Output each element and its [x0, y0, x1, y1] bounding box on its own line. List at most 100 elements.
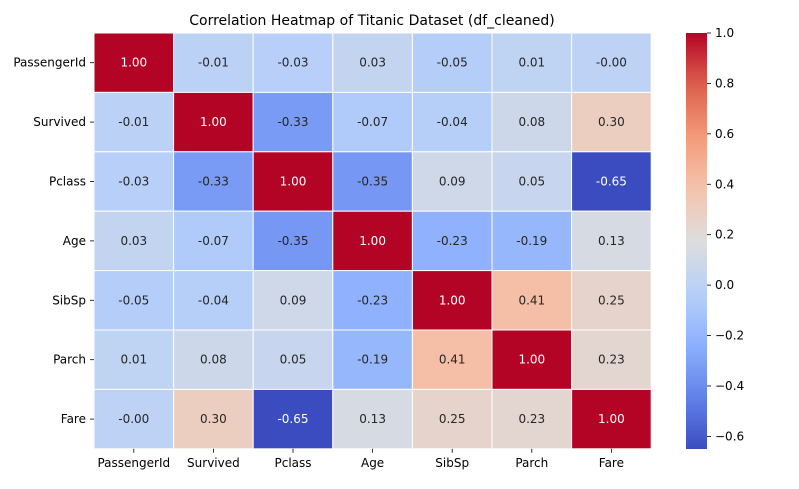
- heatmap-cell-label: 0.01: [518, 56, 545, 70]
- y-tick-label: Pclass: [49, 175, 86, 189]
- heatmap-cell: [252, 329, 334, 390]
- heatmap-cell-label: -0.19: [357, 353, 388, 367]
- heatmap-cell: [491, 32, 573, 93]
- heatmap-cell-label: 0.30: [200, 412, 227, 426]
- heatmap-cell: [411, 388, 493, 450]
- heatmap-cell-label: 1.00: [120, 56, 147, 70]
- heatmap-cell: [93, 210, 175, 272]
- heatmap-cell: [411, 91, 493, 153]
- heatmap-cell-label: 0.23: [598, 353, 625, 367]
- heatmap-cell: [332, 151, 413, 212]
- y-tick-label: Survived: [33, 115, 86, 129]
- heatmap-cell-label: -0.03: [277, 56, 308, 70]
- heatmap-cell-label: -0.23: [437, 234, 468, 248]
- heatmap-cell-label: 0.08: [518, 115, 545, 129]
- heatmap-cell-label: -0.04: [198, 293, 229, 307]
- heatmap-cell-label: -0.35: [357, 175, 388, 189]
- colorbar-tick-label: 1.0: [715, 26, 734, 40]
- heatmap-cell: [411, 151, 493, 212]
- x-tick-label: Fare: [599, 456, 624, 470]
- heatmap-cell-label: -0.35: [277, 234, 308, 248]
- heatmap-cell: [332, 32, 413, 93]
- heatmap-cell: [173, 329, 254, 390]
- x-tick-label: SibSp: [435, 456, 469, 470]
- heatmap-cell: [571, 151, 652, 212]
- heatmap-cell-label: -0.05: [118, 293, 149, 307]
- heatmap-cell-label: 0.25: [598, 293, 625, 307]
- heatmap-cell: [173, 151, 254, 212]
- colorbar-tick-label: 0.4: [715, 177, 734, 191]
- heatmap-cell: [571, 91, 652, 153]
- heatmap-cell-label: -0.33: [198, 175, 229, 189]
- y-tick-labels: PassengerId Survived Pclass Age SibSp Parch Fa…: [13, 56, 94, 426]
- y-tick-label: Age: [63, 234, 86, 248]
- heatmap-cell-label: -0.01: [118, 115, 149, 129]
- heatmap-cell-label: 0.08: [200, 353, 227, 367]
- heatmap-cell: [571, 210, 652, 272]
- heatmap-cell-label: 0.09: [439, 175, 466, 189]
- heatmap-cell: [93, 32, 175, 93]
- heatmap-cell: [332, 388, 413, 450]
- heatmap-cell-label: 0.03: [120, 234, 147, 248]
- heatmap-cell-label: 0.05: [518, 175, 545, 189]
- heatmap-cell: [173, 210, 254, 272]
- heatmap-cell: [252, 270, 334, 331]
- heatmap-cell-label: -0.00: [118, 412, 149, 426]
- colorbar-tick-label: 0.6: [715, 127, 734, 141]
- colorbar-tick-label: −0.6: [715, 429, 744, 443]
- heatmap-cell-label: -0.19: [516, 234, 547, 248]
- heatmap-cell: [332, 329, 413, 390]
- heatmap-cells: 1.00 -0.01 -0.03 0.03 -0.05 0.01 -0.00 -0.01 1.0…: [93, 32, 652, 450]
- heatmap-cell-label: 0.09: [280, 293, 307, 307]
- colorbar-tick-label: −0.4: [715, 379, 744, 393]
- colorbar-ticks: 1.0 0.8 0.6 0.4 0.2 0.0 −0.2 −0.4 −0.6: [707, 26, 744, 443]
- heatmap-cell-label: 0.01: [120, 353, 147, 367]
- heatmap-cell: [173, 32, 254, 93]
- x-tick-label: Pclass: [274, 456, 311, 470]
- heatmap-cell: [411, 329, 493, 390]
- heatmap-cell-label: -0.01: [198, 56, 229, 70]
- heatmap-cell-label: 0.23: [518, 412, 545, 426]
- x-tick-label: Survived: [187, 456, 240, 470]
- y-tick-label: Parch: [53, 353, 86, 367]
- colorbar-tick-label: 0.2: [715, 228, 734, 242]
- heatmap-cell-label: 0.05: [280, 353, 307, 367]
- heatmap-cell-label: 0.25: [439, 412, 466, 426]
- heatmap-cell: [93, 270, 175, 331]
- heatmap-cell-label: -0.65: [277, 412, 308, 426]
- heatmap-cell: [252, 388, 334, 450]
- heatmap-cell: [252, 91, 334, 153]
- heatmap-cell: [252, 151, 334, 212]
- colorbar-tick-label: 0.8: [715, 76, 734, 90]
- x-tick-label: Age: [361, 456, 384, 470]
- colorbar-tick-label: −0.2: [715, 329, 744, 343]
- heatmap-cell-label: -0.23: [357, 293, 388, 307]
- heatmap-cell-label: 1.00: [439, 293, 466, 307]
- y-tick-label: SibSp: [52, 293, 86, 307]
- heatmap-cell-label: 0.41: [518, 293, 545, 307]
- heatmap-cell-label: -0.65: [596, 175, 627, 189]
- y-tick-label: Fare: [61, 412, 86, 426]
- heatmap-cell-label: -0.07: [357, 115, 388, 129]
- heatmap-cell: [491, 210, 573, 272]
- x-tick-label: PassengerId: [97, 456, 170, 470]
- heatmap-cell-label: -0.33: [277, 115, 308, 129]
- heatmap-cell-label: -0.04: [437, 115, 468, 129]
- heatmap-cell-label: 1.00: [518, 353, 545, 367]
- heatmap-cell-label: -0.00: [596, 56, 627, 70]
- x-tick-label: Parch: [515, 456, 548, 470]
- heatmap-cell-label: 0.41: [439, 353, 466, 367]
- heatmap-cell-label: 1.00: [200, 115, 227, 129]
- heatmap-cell: [332, 210, 413, 272]
- heatmap-cell-label: 0.03: [359, 56, 386, 70]
- heatmap-cell-label: 1.00: [598, 412, 625, 426]
- heatmap-cell: [491, 151, 573, 212]
- y-tick-label: PassengerId: [13, 56, 86, 70]
- heatmap-cell-label: -0.03: [118, 175, 149, 189]
- heatmap-cell-label: 0.30: [598, 115, 625, 129]
- heatmap-cell: [93, 329, 175, 390]
- heatmap-cell: [93, 388, 175, 450]
- heatmap-cell-label: 0.13: [359, 412, 386, 426]
- heatmap-cell-label: 1.00: [359, 234, 386, 248]
